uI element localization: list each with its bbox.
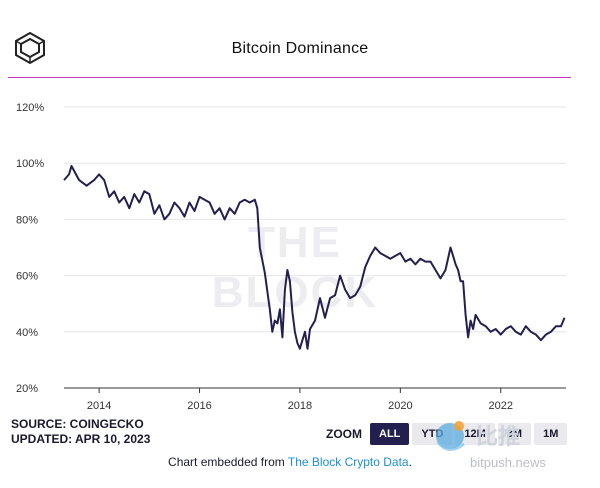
zoom-label: ZOOM (326, 427, 362, 441)
embed-credit: Chart embedded from The Block Crypto Dat… (0, 455, 580, 469)
x-tick-label: 2016 (187, 400, 211, 412)
zoom-12m-button[interactable]: 12M (455, 423, 495, 445)
chart-title: Bitcoin Dominance (231, 40, 369, 57)
updated-label: UPDATED: APR 10, 2023 (11, 432, 151, 446)
source-info: SOURCE: COINGECKO UPDATED: APR 10, 2023 (11, 417, 150, 447)
embed-prefix: Chart embedded from (168, 455, 288, 469)
y-tick-label: 80% (16, 214, 38, 226)
source-label: SOURCE: COINGECKO (11, 417, 144, 431)
x-tick-label: 2014 (87, 400, 111, 412)
embed-link[interactable]: The Block Crypto Data (287, 455, 409, 469)
x-tick-label: 2018 (288, 400, 312, 412)
bitpush-brand-text: 比推 (476, 424, 521, 449)
y-tick-label: 40% (16, 327, 38, 339)
y-tick-label: 100% (16, 158, 44, 170)
bitpush-url-text: bitpush.news (470, 455, 546, 470)
line-chart: 20% 40% 60% 80% 100% 120% 2014 2016 2018 2020 2022 (16, 102, 566, 412)
y-tick-label: 120% (16, 102, 44, 114)
the-block-cube-icon (15, 31, 45, 65)
zoom-all-button[interactable]: ALL (370, 423, 410, 445)
y-tick-label: 20% (16, 383, 38, 395)
y-tick-label: 60% (16, 271, 38, 283)
bitpush-bird-icon (436, 421, 465, 451)
zoom-3m-button[interactable]: 3M (497, 423, 532, 445)
x-tick-label: 2022 (488, 400, 512, 412)
title-divider (8, 77, 571, 78)
embed-suffix: . (408, 455, 412, 469)
x-tick-label: 2020 (388, 400, 412, 412)
series-line (63, 165, 566, 350)
zoom-1m-button[interactable]: 1M (534, 423, 568, 445)
